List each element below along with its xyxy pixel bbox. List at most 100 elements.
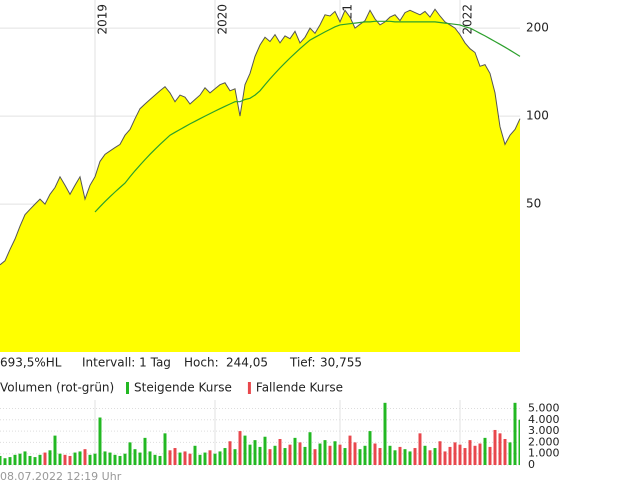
volume-bar [83, 449, 87, 465]
volume-bar [488, 446, 492, 465]
volume-bar [178, 452, 182, 465]
volume-bar [158, 455, 162, 465]
volume-bar [348, 435, 352, 465]
y-tick-label: 100 [526, 109, 549, 123]
volume-bar [213, 453, 217, 465]
moving-average-line [94, 20, 521, 213]
volume-bar [268, 449, 272, 465]
volume-bar [358, 449, 362, 465]
volume-bar [328, 445, 332, 465]
low-label: Tief: [289, 356, 316, 370]
volume-bar [283, 448, 287, 465]
volume-bar [208, 450, 212, 465]
volume-bar [193, 445, 197, 465]
volume-bar [388, 445, 392, 465]
performance: 693,5%HL [0, 356, 62, 370]
y-tick-label: 50 [526, 197, 541, 211]
volume-bar [383, 402, 387, 465]
volume-bar [423, 445, 427, 465]
volume-bar [378, 448, 382, 465]
legend-swatch [126, 382, 129, 394]
low-value: 30,755 [320, 356, 362, 370]
y-tick-label: 5.000 [528, 401, 560, 414]
volume-bar [58, 453, 62, 465]
volume-bar [253, 440, 257, 465]
volume-bar [493, 429, 497, 465]
price-area [0, 9, 520, 352]
volume-bar [503, 439, 507, 465]
volume-bar [233, 449, 237, 465]
volume-bar [43, 452, 47, 465]
volume-bar [518, 419, 520, 465]
volume-bar [368, 431, 372, 465]
volume-bar [323, 440, 327, 465]
volume-bar [198, 454, 202, 465]
volume-bar [428, 450, 432, 465]
volume-bar [353, 442, 357, 465]
volume-bar [258, 446, 262, 465]
volume-bar [103, 451, 107, 465]
y-tick-label: 200 [526, 21, 549, 35]
legend-label: Steigende Kurse [134, 381, 232, 395]
y-tick-label: 2.000 [528, 435, 560, 448]
x-tick-label: 2020 [216, 4, 230, 35]
volume-bar [458, 444, 462, 465]
volume-bar [108, 452, 112, 465]
y-tick-label: 1.000 [528, 447, 560, 460]
high-value: 244,05 [226, 356, 268, 370]
volume-bar [398, 446, 402, 465]
volume-bar [373, 443, 377, 465]
y-tick-label: 3.000 [528, 424, 560, 437]
volume-bar [0, 455, 2, 465]
volume-bar [18, 453, 22, 465]
volume-bar [483, 437, 487, 465]
volume-bar [88, 454, 92, 465]
volume-bar [3, 458, 7, 465]
price-panel: 501002002019202020212022 [0, 0, 549, 352]
volume-bar [13, 454, 17, 465]
price-line [0, 8, 521, 266]
volume-bar [288, 444, 292, 465]
volume-bar [338, 444, 342, 465]
volume-bar [183, 451, 187, 465]
volume-bar [223, 448, 227, 465]
volume-bar [438, 441, 442, 465]
volume-bar [298, 442, 302, 465]
volume-bar [203, 452, 207, 465]
volume-bar [238, 431, 242, 465]
volume-bar [343, 448, 347, 465]
volume-bar [113, 454, 117, 465]
volume-bar [33, 457, 37, 465]
volume-bar [173, 448, 177, 465]
volume-bar [93, 453, 97, 465]
volume-bar [393, 450, 397, 465]
volume-bar [218, 451, 222, 465]
volume-bar [48, 450, 52, 465]
volume-bar [78, 451, 82, 465]
volume-bar [463, 448, 467, 465]
volume-bar [273, 445, 277, 465]
volume-bar [73, 452, 77, 465]
volume-bar [263, 436, 267, 465]
volume-bar [123, 453, 127, 465]
volume-bar [453, 442, 457, 465]
volume-bar [133, 449, 137, 465]
volume-bar [308, 432, 312, 465]
high-label: Hoch: [184, 356, 219, 370]
volume-title: Volumen (rot-grün) [0, 381, 114, 395]
volume-bar [473, 445, 477, 465]
volume-bar [508, 442, 512, 465]
volume-bar [278, 439, 282, 465]
volume-bar [68, 455, 72, 465]
volume-bar [478, 443, 482, 465]
volume-bar [468, 440, 472, 465]
volume-bar [228, 441, 232, 465]
volume-bar [143, 437, 147, 465]
volume-bar [98, 417, 102, 465]
volume-bar [188, 453, 192, 465]
volume-bar [408, 451, 412, 465]
volume-bar [433, 448, 437, 465]
volume-bar [363, 445, 367, 465]
legend-swatch [247, 382, 251, 394]
volume-bar [418, 433, 422, 465]
